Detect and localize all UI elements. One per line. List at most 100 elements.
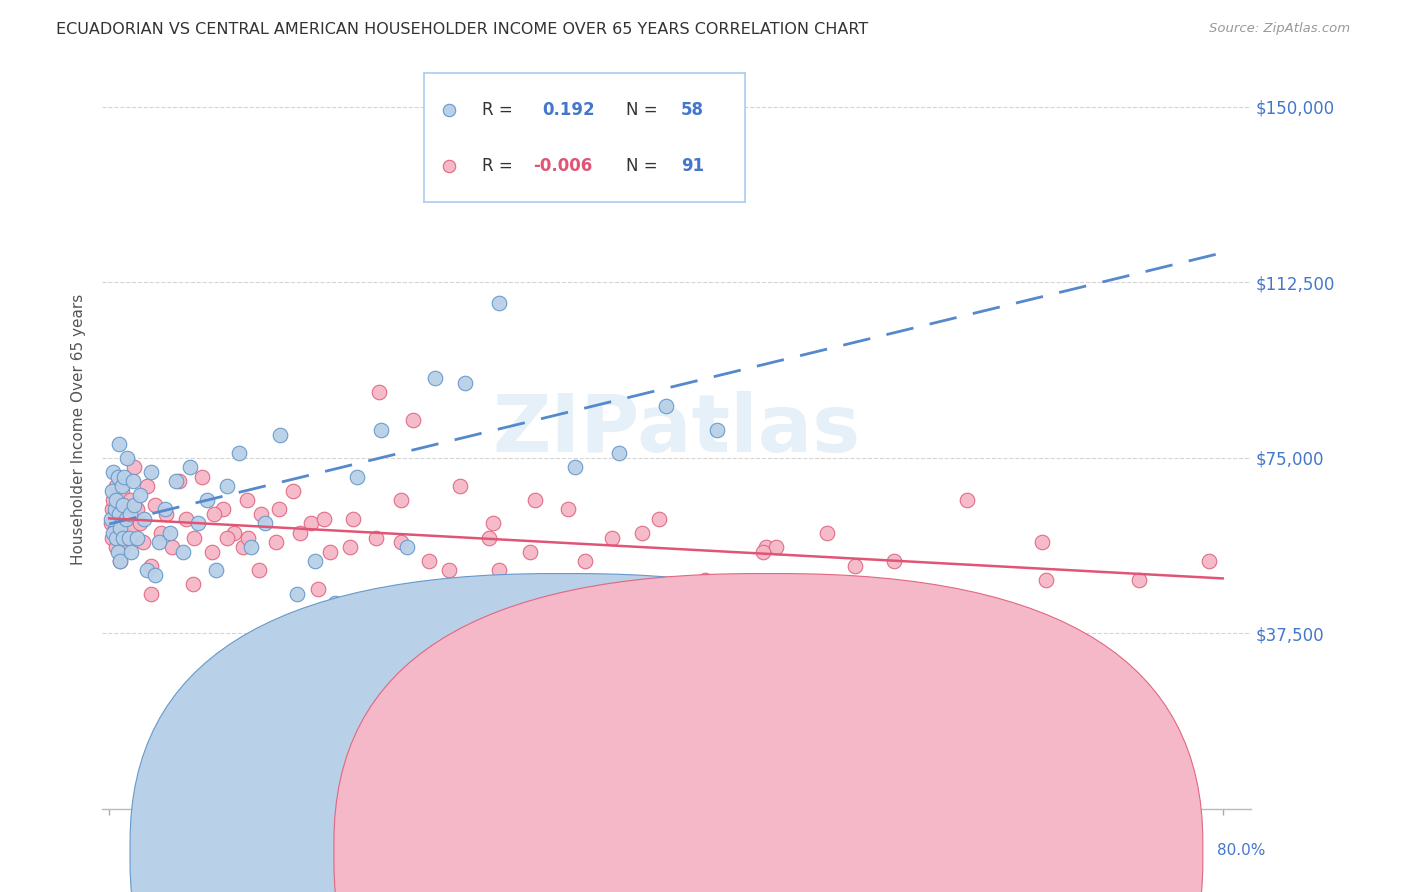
Point bbox=[706, 423, 728, 437]
Point bbox=[478, 531, 501, 545]
Point bbox=[181, 577, 204, 591]
Point bbox=[319, 544, 342, 558]
Point bbox=[342, 512, 364, 526]
Text: Source: ZipAtlas.com: Source: ZipAtlas.com bbox=[1209, 22, 1350, 36]
Point bbox=[135, 479, 157, 493]
Point bbox=[179, 460, 201, 475]
Point bbox=[370, 423, 392, 437]
Point bbox=[165, 475, 187, 489]
Point bbox=[118, 531, 141, 545]
Point bbox=[488, 563, 510, 577]
Point bbox=[391, 493, 413, 508]
Point bbox=[401, 413, 423, 427]
Point bbox=[105, 479, 128, 493]
Point bbox=[232, 540, 254, 554]
Point bbox=[107, 512, 129, 526]
Point bbox=[201, 544, 224, 558]
Point bbox=[128, 516, 150, 531]
Point bbox=[125, 502, 148, 516]
Point bbox=[139, 465, 162, 479]
Point bbox=[108, 507, 131, 521]
Point bbox=[110, 521, 132, 535]
Point bbox=[101, 483, 124, 498]
Point bbox=[488, 296, 510, 310]
Point bbox=[368, 385, 391, 400]
Point bbox=[755, 540, 778, 554]
Point bbox=[228, 446, 250, 460]
Point bbox=[174, 512, 197, 526]
Point bbox=[117, 512, 139, 526]
Point bbox=[482, 516, 505, 531]
Point bbox=[112, 531, 135, 545]
Point bbox=[1035, 573, 1057, 587]
Point bbox=[108, 437, 131, 451]
Point bbox=[101, 531, 124, 545]
Point bbox=[217, 531, 239, 545]
Point bbox=[135, 563, 157, 577]
Point bbox=[423, 371, 446, 385]
Point bbox=[607, 446, 630, 460]
Point bbox=[114, 469, 136, 483]
Text: ECUADORIAN VS CENTRAL AMERICAN HOUSEHOLDER INCOME OVER 65 YEARS CORRELATION CHAR: ECUADORIAN VS CENTRAL AMERICAN HOUSEHOLD… bbox=[56, 22, 869, 37]
Point bbox=[269, 427, 291, 442]
Point bbox=[120, 521, 142, 535]
Point bbox=[264, 535, 287, 549]
Y-axis label: Householder Income Over 65 years: Householder Income Over 65 years bbox=[72, 294, 86, 566]
Point bbox=[449, 479, 471, 493]
Point bbox=[323, 596, 346, 610]
Point bbox=[250, 507, 273, 521]
Point bbox=[187, 516, 209, 531]
Point bbox=[932, 591, 955, 606]
Point bbox=[107, 544, 129, 558]
Point bbox=[312, 512, 335, 526]
Point bbox=[212, 502, 235, 516]
Point bbox=[117, 450, 139, 465]
Point bbox=[183, 531, 205, 545]
Point bbox=[217, 479, 239, 493]
Point bbox=[105, 493, 128, 508]
Point bbox=[395, 540, 418, 554]
Point bbox=[120, 544, 142, 558]
Point bbox=[118, 531, 141, 545]
Point bbox=[285, 587, 308, 601]
Point bbox=[205, 563, 228, 577]
Point bbox=[1031, 535, 1053, 549]
Point bbox=[366, 531, 388, 545]
Point bbox=[111, 516, 134, 531]
Point bbox=[104, 521, 127, 535]
Text: ZIPatlas: ZIPatlas bbox=[492, 391, 860, 469]
Point bbox=[557, 502, 579, 516]
Point bbox=[108, 498, 131, 512]
Point bbox=[249, 563, 271, 577]
Point bbox=[299, 516, 322, 531]
Point bbox=[648, 512, 671, 526]
Point bbox=[107, 469, 129, 483]
Point bbox=[104, 507, 127, 521]
Point bbox=[100, 512, 122, 526]
Point bbox=[105, 531, 128, 545]
Point bbox=[224, 525, 246, 540]
Point bbox=[524, 493, 547, 508]
Point bbox=[131, 535, 153, 549]
Point bbox=[236, 493, 259, 508]
Point bbox=[765, 540, 787, 554]
Point bbox=[254, 516, 277, 531]
Point bbox=[240, 540, 263, 554]
Point bbox=[631, 525, 654, 540]
Text: 0.0%: 0.0% bbox=[176, 843, 215, 858]
Point bbox=[1128, 573, 1150, 587]
Point bbox=[149, 525, 172, 540]
Point bbox=[167, 475, 190, 489]
Point bbox=[307, 582, 329, 596]
Point bbox=[103, 525, 125, 540]
Point bbox=[153, 502, 176, 516]
Point bbox=[346, 469, 368, 483]
Point bbox=[111, 479, 134, 493]
Point bbox=[574, 554, 596, 568]
Point bbox=[148, 535, 170, 549]
Point bbox=[143, 568, 166, 582]
Point bbox=[112, 540, 135, 554]
Point bbox=[160, 540, 183, 554]
Point bbox=[108, 525, 131, 540]
Point bbox=[132, 512, 155, 526]
